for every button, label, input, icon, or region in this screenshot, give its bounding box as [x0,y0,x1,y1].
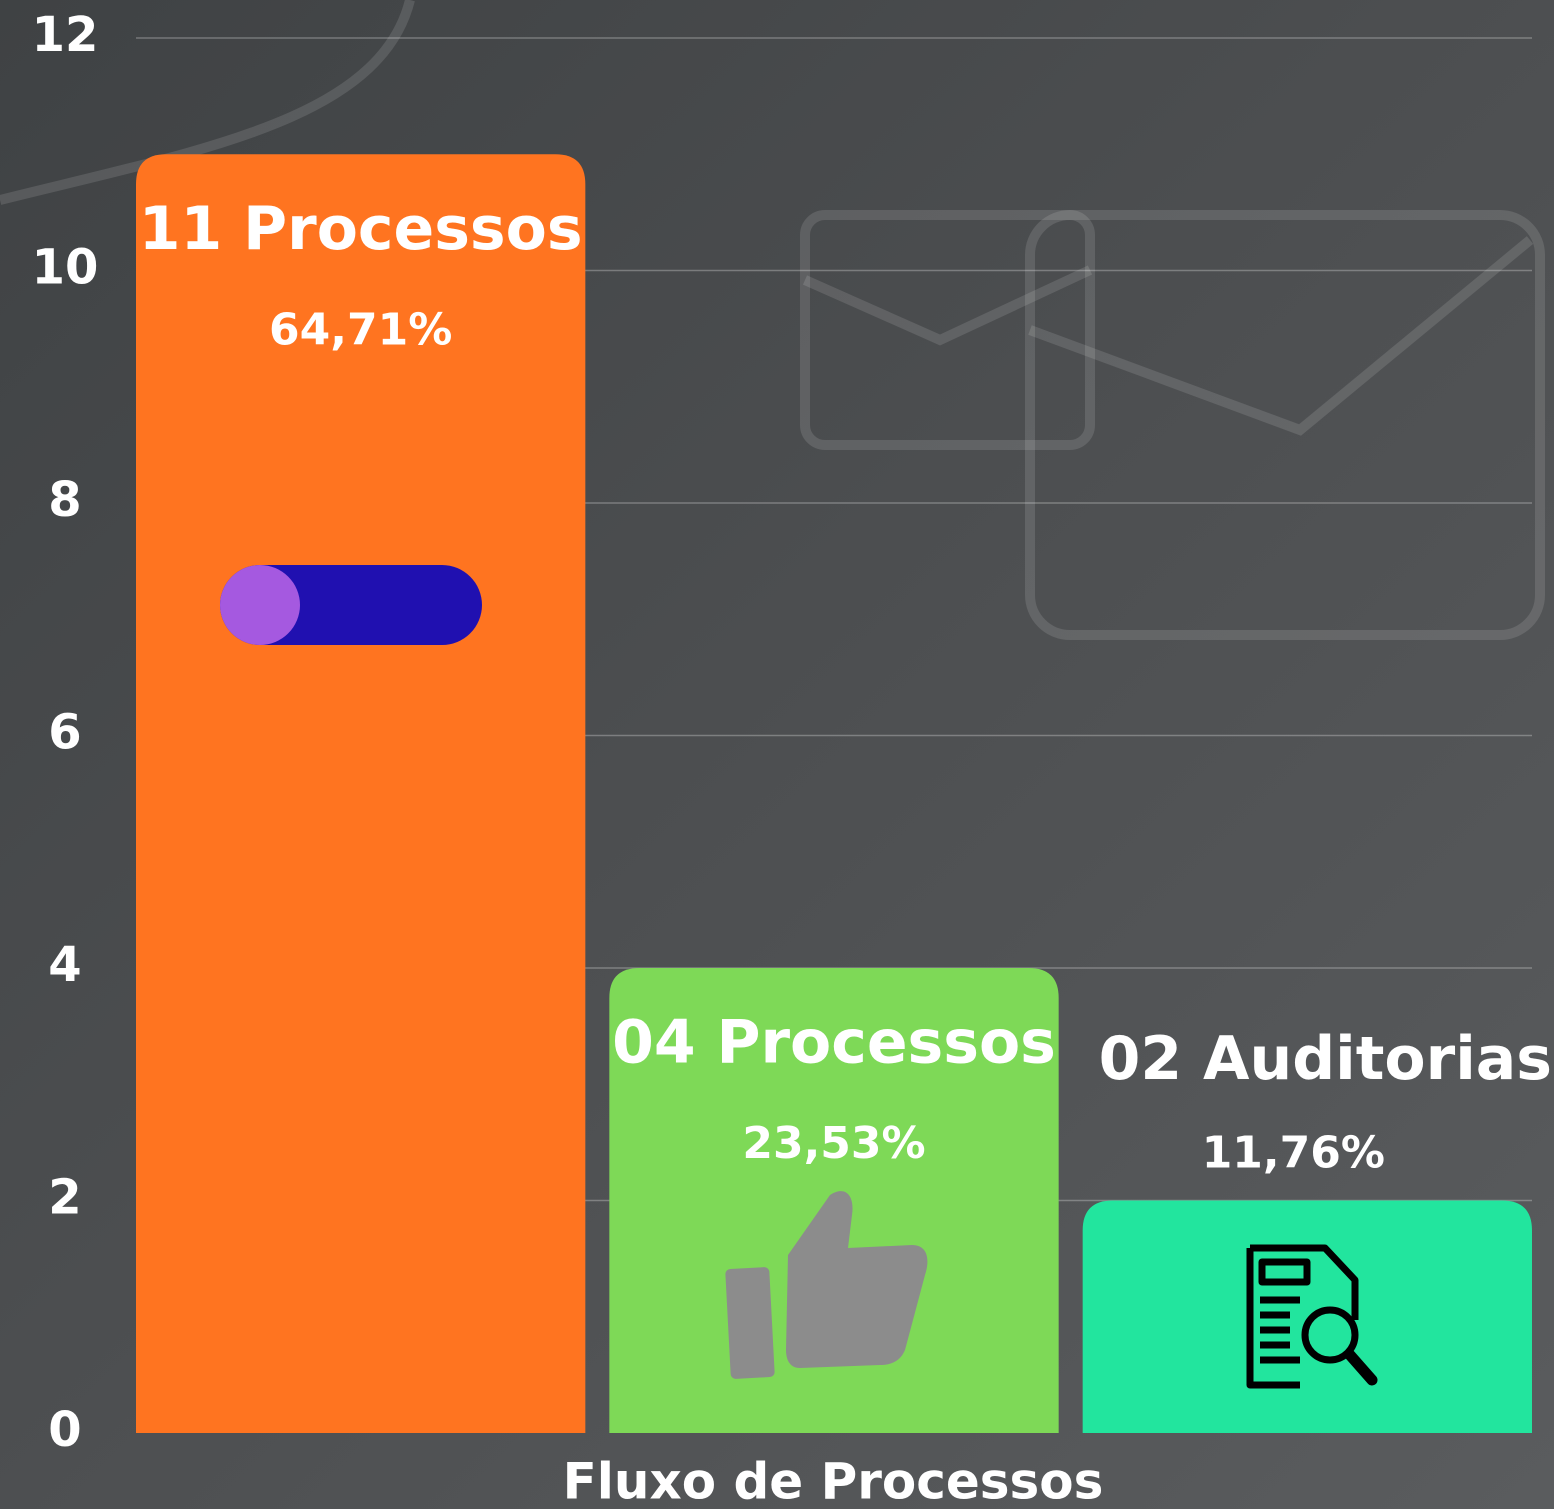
bar [136,154,586,1433]
document-search-icon [1246,1244,1378,1389]
y-tick-label: 8 [48,472,81,528]
background-decoration [0,0,1545,640]
y-tick-label: 4 [48,937,81,993]
percentage-label: 11,76% [1202,1128,1385,1179]
percentage-label: 23,53% [742,1118,925,1169]
y-tick-label: 12 [32,7,99,63]
y-tick-label: 2 [48,1170,81,1226]
thumbs-up-icon [725,1191,928,1379]
y-tick-label: 0 [48,1402,81,1458]
value-label: 04 Processos [612,1008,1056,1078]
y-tick-label: 6 [48,705,81,761]
value-label: 11 Processos [139,194,583,264]
percentage-label: 64,71% [269,304,452,355]
value-label: 02 Auditorias [1099,1024,1552,1094]
x-axis-label: Fluxo de Processos [563,1453,1104,1509]
toggle-icon [220,565,482,645]
bar [1082,1200,1532,1433]
y-tick-label: 10 [32,240,99,296]
